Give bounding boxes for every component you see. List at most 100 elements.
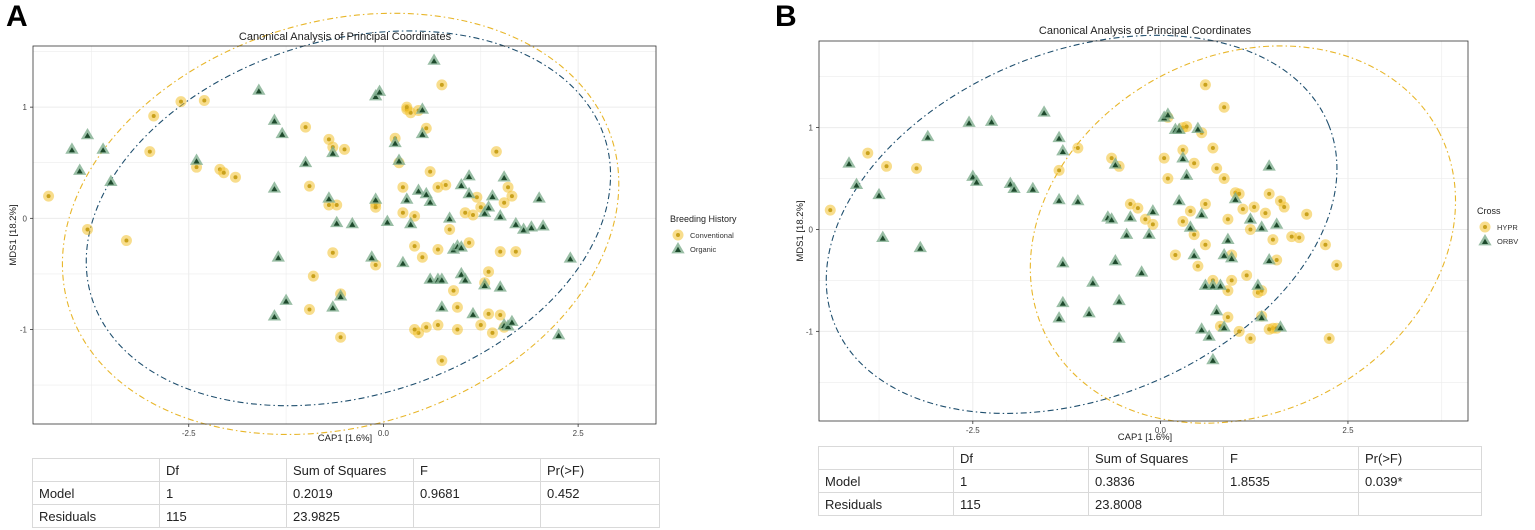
table-header-cell: F [1223, 446, 1359, 470]
point-center [326, 202, 331, 207]
point-center [1184, 124, 1189, 129]
point-center [1209, 357, 1216, 363]
table-cell: 115 [953, 492, 1089, 516]
point-center [1282, 205, 1287, 210]
point-center [384, 219, 391, 225]
point-center [884, 164, 889, 169]
point-center [489, 193, 496, 200]
table-cell: Residuals [818, 492, 954, 516]
point-center [469, 311, 477, 317]
point-center [403, 197, 410, 203]
grid [33, 46, 656, 424]
point-center [329, 305, 336, 311]
x-tick-label: -2.5 [182, 429, 196, 438]
point-center [481, 282, 488, 289]
plot-border [818, 40, 1469, 422]
point-center [1327, 336, 1332, 341]
table-header-cell: Sum of Squares [1088, 446, 1224, 470]
point-center [372, 93, 379, 100]
ellipse-conventional [61, 12, 620, 436]
point-center [147, 149, 152, 154]
point-center [420, 255, 425, 260]
point-center [455, 305, 460, 310]
point-center [333, 220, 340, 226]
point-center [674, 246, 682, 252]
point-center [76, 168, 83, 174]
point-center [1297, 235, 1302, 240]
point-center [447, 227, 452, 232]
point-center [1059, 148, 1066, 155]
point-center [467, 240, 472, 245]
point-center [194, 165, 199, 170]
table-header-cell: Sum of Squares [286, 458, 414, 482]
point-center [302, 160, 309, 166]
point-center [1164, 112, 1171, 118]
point-center [202, 98, 207, 103]
point-center [1483, 225, 1487, 229]
point-center [337, 293, 344, 300]
table-header-cell [818, 446, 954, 470]
point-center [924, 134, 931, 140]
point-center [1334, 263, 1339, 268]
point-center [1128, 202, 1133, 207]
point-center [435, 185, 440, 190]
point-center [419, 131, 426, 137]
point-center [392, 140, 399, 146]
plot-area [33, 46, 656, 424]
point-center [271, 186, 278, 192]
point-center [1202, 283, 1209, 289]
point-center [1138, 270, 1145, 276]
point-center [1116, 298, 1123, 304]
x-axis-label: CAP1 [1.6%] [1118, 432, 1172, 443]
table-header-cell: Df [953, 446, 1089, 470]
anova-table-a: Df Sum of Squares F Pr(>F) Model 1 0.201… [32, 458, 660, 528]
point-center [875, 192, 883, 198]
point-center [326, 137, 331, 142]
point-center [1146, 232, 1153, 238]
point-center [1029, 186, 1036, 192]
point-center [1086, 310, 1093, 316]
point-center [1150, 222, 1155, 227]
table-cell: 0.2019 [286, 481, 414, 505]
point-center [1237, 329, 1242, 334]
point-center [307, 184, 312, 189]
point-center [423, 191, 430, 197]
point-center [400, 185, 405, 190]
point-center [1222, 176, 1227, 181]
point-center [1056, 197, 1063, 203]
point-center [193, 158, 200, 164]
chart-title: Canonical Analysis of Principal Coordina… [239, 31, 452, 43]
point-center [512, 221, 519, 227]
point-center [443, 182, 448, 187]
table-cell [1223, 492, 1359, 516]
point-center [969, 174, 976, 180]
table-header-cell: Pr(>F) [540, 458, 660, 482]
point-center [1258, 314, 1265, 321]
point-center [271, 118, 278, 124]
table-row: Residuals 115 23.9825 [32, 504, 660, 528]
panel-label-b: B [775, 0, 797, 33]
point-center [865, 151, 870, 156]
point-center [536, 196, 543, 202]
point-center [1127, 215, 1134, 221]
point-center [458, 271, 465, 277]
point-center [1059, 300, 1066, 306]
point-center [412, 244, 417, 249]
point-center [255, 88, 262, 94]
point-center [400, 210, 405, 215]
point-center [466, 191, 473, 197]
point-center [178, 99, 183, 104]
point-center [1229, 278, 1234, 283]
point-center [1180, 219, 1185, 224]
point-center [1149, 208, 1156, 215]
plot-border [32, 45, 657, 425]
point-center [424, 325, 429, 330]
point-center [1112, 162, 1119, 168]
y-axis-label: MDS1 [18.2%] [795, 200, 806, 261]
point-center [412, 214, 417, 219]
point-center [1203, 202, 1208, 207]
point-center [1252, 205, 1257, 210]
point-center [349, 221, 356, 227]
table-cell: 23.9825 [286, 504, 414, 528]
table-cell: 115 [159, 504, 287, 528]
